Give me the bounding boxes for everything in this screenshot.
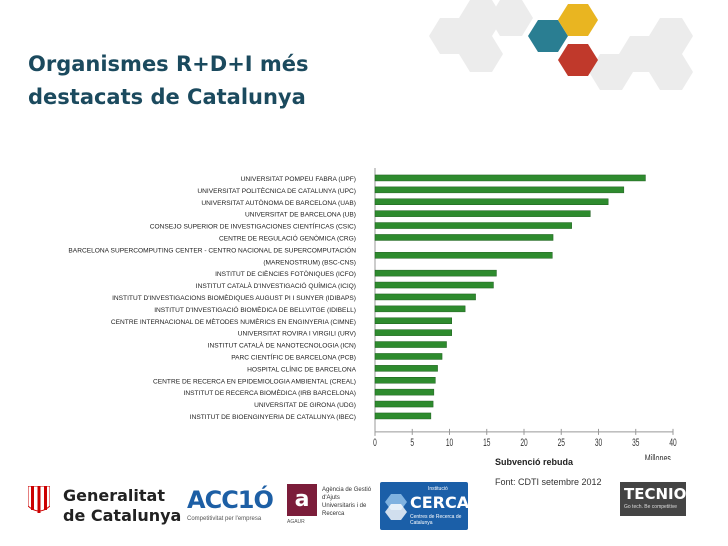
tecnio-logo: TECNIO Go tech. Be competitive bbox=[620, 482, 686, 516]
category-label: INSTITUT D'INVESTIGACIONS BIOMÈDIQUES AU… bbox=[112, 293, 356, 302]
hexagon-gold bbox=[558, 4, 598, 36]
tecnio-tagline: Go tech. Be competitive bbox=[624, 504, 678, 510]
x-tick-label: 15 bbox=[483, 436, 490, 448]
x-tick-label: 0 bbox=[373, 436, 377, 448]
cerca-name: CERCA bbox=[410, 493, 470, 512]
accio-name: ACC1Ó bbox=[187, 486, 274, 514]
agaur-logo: a Agència de Gestió d'Ajuts Universitari… bbox=[287, 484, 377, 530]
accio-tagline: Competitivitat per l'empresa bbox=[187, 516, 262, 522]
source-note: Font: CDTI setembre 2012 bbox=[495, 477, 602, 487]
bar bbox=[374, 412, 432, 420]
category-label: CONSEJO SUPERIOR DE INVESTIGACIONES CIEN… bbox=[150, 222, 356, 231]
bar bbox=[374, 305, 466, 313]
accio-logo: ACC1Ó Competitivitat per l'empresa bbox=[187, 486, 277, 530]
bar bbox=[374, 353, 443, 360]
page-title: Organismes R+D+I més destacats de Catalu… bbox=[28, 52, 309, 109]
bar bbox=[374, 269, 497, 277]
bar bbox=[374, 365, 438, 372]
agaur-mark: a bbox=[287, 484, 317, 516]
category-label: INSTITUT DE BIOENGINYERIA DE CATALUNYA (… bbox=[190, 414, 356, 421]
bar bbox=[374, 174, 646, 182]
x-tick-label: 35 bbox=[632, 436, 639, 448]
bar-chart: UNIVERSITAT POMPEU FABRA (UPF) UNIVERSITA… bbox=[68, 168, 677, 460]
category-label: UNIVERSITAT DE BARCELONA (UB) bbox=[245, 212, 356, 219]
cerca-logo: Institució CERCA Centres de Recerca de C… bbox=[380, 482, 470, 532]
bar bbox=[374, 252, 553, 259]
category-label: UNIVERSITAT POMPEU FABRA (UPF) bbox=[241, 176, 356, 183]
category-label: INSTITUT DE RECERCA BIOMÈDICA (IRB BARCE… bbox=[184, 388, 356, 397]
hexagon-red bbox=[558, 44, 598, 76]
x-axis-label: Subvenció rebuda bbox=[495, 457, 574, 467]
generalitat-line1: Generalitat bbox=[63, 486, 165, 505]
cerca-institucio: Institució bbox=[428, 486, 448, 492]
category-label: UNIVERSITAT DE GIRONA (UDG) bbox=[254, 402, 356, 409]
category-label: CENTRE INTERNACIONAL DE MÈTODES NUMÈRICS… bbox=[111, 317, 356, 326]
bar bbox=[374, 329, 452, 336]
x-tick-label: 20 bbox=[520, 436, 527, 448]
bar bbox=[374, 341, 447, 348]
bar bbox=[374, 293, 476, 301]
bar bbox=[374, 222, 572, 229]
hexagon-decoration bbox=[429, 0, 693, 90]
x-tick-label: 5 bbox=[410, 436, 414, 448]
bar bbox=[374, 234, 554, 241]
x-tick-label: 25 bbox=[558, 436, 565, 448]
category-label: UNIVERSITAT POLITÈCNICA DE CATALUNYA (UP… bbox=[197, 186, 356, 195]
hexagon-teal bbox=[528, 20, 568, 52]
category-label: UNIVERSITAT AUTÒNOMA DE BARCELONA (UAB) bbox=[201, 198, 356, 207]
bar bbox=[374, 377, 436, 384]
category-label: BARCELONA SUPERCOMPUTING CENTER - CENTRO… bbox=[68, 245, 356, 254]
category-label: PARC CIENTÍFIC DE BARCELONA (PCB) bbox=[231, 352, 356, 361]
cerca-hexagon-icon bbox=[385, 494, 407, 520]
x-unit-label: Millones bbox=[645, 452, 671, 460]
category-label: CENTRE DE REGULACIÓ GENÒMICA (CRG) bbox=[219, 233, 356, 242]
bar bbox=[374, 281, 494, 289]
category-label: HOSPITAL CLÍNIC DE BARCELONA bbox=[247, 364, 356, 373]
bar bbox=[374, 317, 452, 324]
generalitat-logo: Generalitat de Catalunya bbox=[28, 484, 182, 528]
bar bbox=[374, 186, 625, 194]
category-label: INSTITUT DE CIÈNCIES FOTÒNIQUES (ICFO) bbox=[215, 269, 356, 278]
agaur-text: Agència de Gestió d'Ajuts Universitaris … bbox=[322, 487, 372, 517]
x-tick-label: 10 bbox=[446, 436, 453, 448]
logo-bar: Generalitat de Catalunya ACC1Ó Competiti… bbox=[0, 476, 728, 546]
tecnio-name: TECNIO bbox=[624, 485, 687, 503]
category-label: CENTRE DE RECERCA EN EPIDEMIOLOGIA AMBIE… bbox=[153, 378, 356, 385]
category-label-cont: (MARENOSTRUM) (BSC-CNS) bbox=[263, 259, 356, 266]
category-label: INSTITUT D'INVESTIGACIÓ BIOMÈDICA DE BEL… bbox=[154, 305, 356, 314]
cerca-sub: Centres de Recerca de Catalunya bbox=[410, 514, 462, 526]
x-tick-label: 40 bbox=[669, 436, 676, 448]
x-tick-label: 30 bbox=[595, 436, 602, 448]
category-label: UNIVERSITAT ROVIRA I VIRGILI (URV) bbox=[238, 331, 356, 338]
category-label: INSTITUT CATALÀ DE NANOTECNOLOGIA (ICN) bbox=[208, 341, 356, 350]
senyera-shield-icon bbox=[28, 486, 50, 513]
category-label: INSTITUT CATALÀ D'INVESTIGACIÓ QUÍMICA (… bbox=[196, 281, 356, 290]
bar bbox=[374, 400, 434, 408]
generalitat-line2: de Catalunya bbox=[63, 506, 182, 525]
agaur-acronym: AGAUR bbox=[287, 519, 305, 525]
bar bbox=[374, 210, 591, 217]
bar bbox=[374, 388, 435, 396]
bar bbox=[374, 198, 609, 205]
